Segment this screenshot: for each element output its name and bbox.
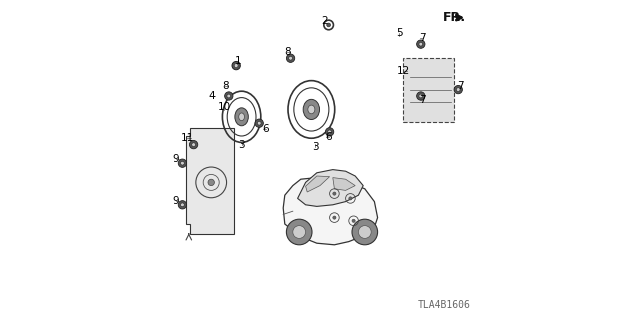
Circle shape <box>180 161 184 165</box>
Circle shape <box>454 85 463 94</box>
Circle shape <box>417 92 425 100</box>
Circle shape <box>326 128 334 136</box>
Text: 10: 10 <box>218 102 230 112</box>
Circle shape <box>456 88 460 92</box>
Circle shape <box>328 130 332 134</box>
Text: 11: 11 <box>180 133 194 143</box>
Text: TLA4B1606: TLA4B1606 <box>417 300 470 310</box>
Circle shape <box>417 40 425 48</box>
Ellipse shape <box>235 108 248 126</box>
Text: 4: 4 <box>209 91 215 101</box>
Circle shape <box>292 226 306 238</box>
Ellipse shape <box>303 99 319 120</box>
Circle shape <box>255 119 264 127</box>
Text: 1: 1 <box>235 56 242 66</box>
Text: 8: 8 <box>284 47 291 58</box>
Text: 6: 6 <box>262 124 269 134</box>
Circle shape <box>352 219 355 222</box>
Circle shape <box>208 179 214 186</box>
Bar <box>403 58 454 122</box>
Text: 3: 3 <box>238 140 245 150</box>
Text: 9: 9 <box>173 196 179 206</box>
Text: 7: 7 <box>419 33 426 44</box>
Circle shape <box>326 23 331 27</box>
Circle shape <box>287 219 312 245</box>
Polygon shape <box>186 128 234 234</box>
Text: 12: 12 <box>397 66 410 76</box>
Text: 5: 5 <box>396 28 403 38</box>
Text: 7: 7 <box>419 95 426 105</box>
Circle shape <box>289 56 292 60</box>
Ellipse shape <box>308 105 315 114</box>
Circle shape <box>419 94 422 98</box>
Polygon shape <box>298 170 364 206</box>
Circle shape <box>234 64 238 68</box>
Circle shape <box>189 140 198 149</box>
Circle shape <box>333 216 336 219</box>
Text: 7: 7 <box>457 81 463 91</box>
Circle shape <box>192 143 195 147</box>
Text: 3: 3 <box>312 142 319 152</box>
Circle shape <box>178 159 187 167</box>
Circle shape <box>352 219 378 245</box>
Circle shape <box>178 201 187 209</box>
Polygon shape <box>333 178 355 190</box>
Circle shape <box>419 42 422 46</box>
Text: FR.: FR. <box>443 11 467 24</box>
Circle shape <box>349 197 352 200</box>
Text: 9: 9 <box>173 154 179 164</box>
Ellipse shape <box>239 113 244 121</box>
Circle shape <box>227 94 230 98</box>
Circle shape <box>225 92 233 100</box>
Text: 6: 6 <box>326 132 332 142</box>
Circle shape <box>287 54 295 62</box>
Circle shape <box>232 61 241 70</box>
Polygon shape <box>283 178 378 245</box>
Circle shape <box>180 203 184 207</box>
Circle shape <box>333 192 336 195</box>
Text: 8: 8 <box>222 81 228 92</box>
Circle shape <box>358 226 371 238</box>
Polygon shape <box>306 176 330 192</box>
Circle shape <box>257 121 261 125</box>
Text: 2: 2 <box>321 16 328 26</box>
